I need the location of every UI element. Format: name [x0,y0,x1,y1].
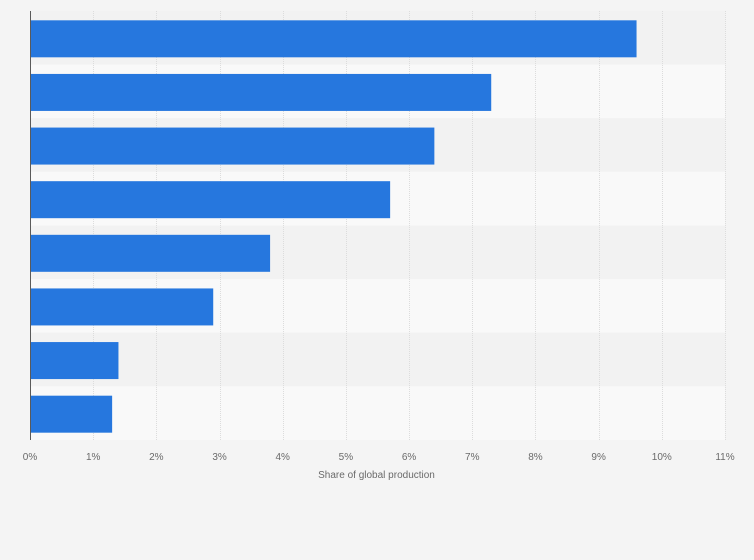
x-tick-labels: 0% 1% 2% 3% 4% 5% 6% 7% 8% 9% 10% 11% [23,452,735,463]
x-tick-label: 11% [715,452,734,463]
x-tick-label: 8% [528,452,543,463]
row-band [30,332,725,387]
x-tick-label: 2% [149,452,164,463]
x-tick-label: 6% [402,452,417,463]
x-axis-title: Share of global production [318,470,435,481]
x-tick-label: 9% [591,452,606,463]
x-tick-label: 4% [276,452,291,463]
x-tick-label: 1% [86,452,101,463]
bar[interactable] [30,73,492,111]
bar[interactable] [30,127,435,165]
bar[interactable] [30,181,391,219]
x-tick-label: 5% [339,452,354,463]
x-tick-label: 7% [465,452,480,463]
row-band [30,386,725,440]
gridlines [93,11,726,440]
bars [30,20,637,433]
x-tick-label: 10% [652,452,672,463]
x-tick-label: 3% [212,452,227,463]
bar[interactable] [30,288,214,326]
x-tick-label: 0% [23,452,38,463]
bar[interactable] [30,395,113,433]
bar[interactable] [30,20,637,58]
bar[interactable] [30,234,271,272]
bar[interactable] [30,342,119,380]
